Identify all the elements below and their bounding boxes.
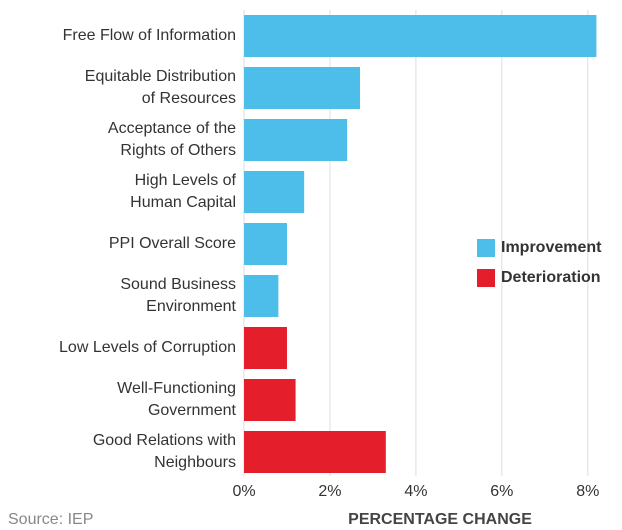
y-tick-label: Well-Functioning	[117, 380, 236, 397]
bar	[244, 223, 287, 265]
x-tick-label: 4%	[404, 483, 427, 500]
y-tick-label: Good Relations with	[93, 432, 236, 449]
y-tick-label: Neighbours	[154, 454, 236, 471]
legend-label: Deterioration	[501, 269, 601, 286]
y-tick-label: Rights of Others	[120, 142, 236, 159]
y-tick-label: Equitable Distribution	[85, 68, 236, 85]
y-tick-label: of Resources	[142, 90, 236, 107]
x-tick-label: 8%	[576, 483, 599, 500]
bar	[244, 275, 279, 317]
y-tick-label: High Levels of	[135, 172, 237, 189]
y-tick-label: Environment	[146, 298, 236, 315]
source: Source: IEP	[8, 511, 93, 528]
y-tick-label: Low Levels of Corruption	[59, 339, 236, 356]
bar	[244, 431, 386, 473]
x-axis-label: PERCENTAGE CHANGE	[348, 511, 532, 528]
legend-label: Improvement	[501, 239, 602, 256]
legend-swatch	[477, 239, 495, 257]
bar	[244, 171, 305, 213]
x-tick-label: 2%	[318, 483, 341, 500]
bar	[244, 379, 296, 421]
y-tick-label: Human Capital	[130, 194, 236, 211]
y-tick-label: Sound Business	[120, 276, 236, 293]
y-tick-label: PPI Overall Score	[109, 235, 236, 252]
x-tick-label: 6%	[490, 483, 513, 500]
bar	[244, 119, 348, 161]
legend-swatch	[477, 269, 495, 287]
y-tick-label: Government	[148, 402, 237, 419]
bar	[244, 67, 361, 109]
bar	[244, 327, 287, 369]
x-tick-label: 0%	[232, 483, 255, 500]
y-tick-label: Free Flow of Information	[63, 27, 236, 44]
y-tick-label: Acceptance of the	[108, 120, 236, 137]
bar	[244, 15, 597, 57]
